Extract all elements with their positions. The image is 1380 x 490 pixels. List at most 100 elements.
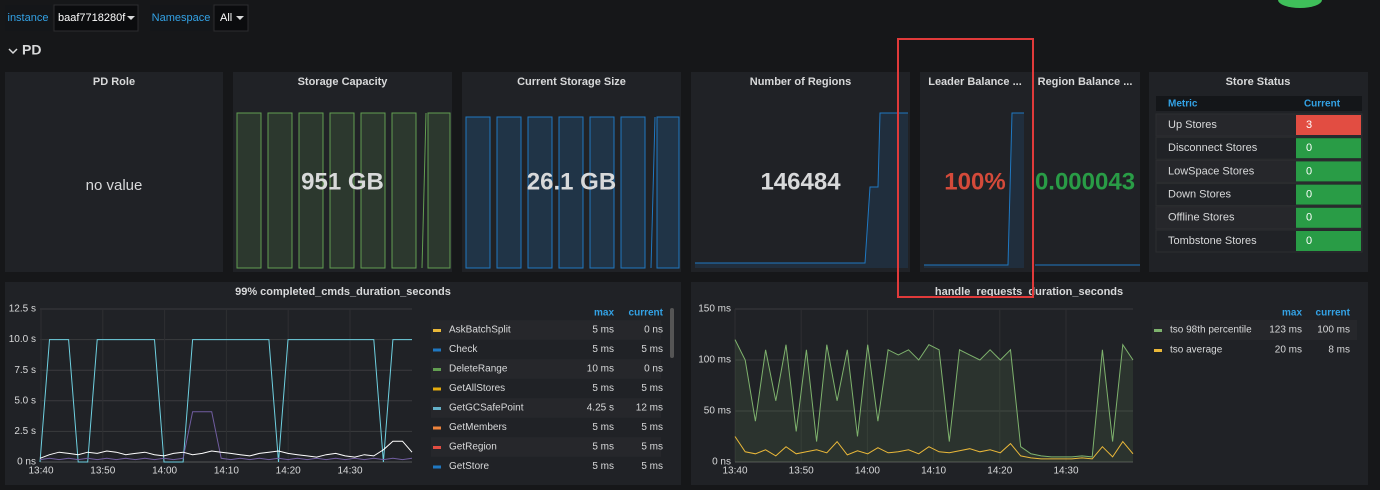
y-tick-label: 0 ns (712, 457, 731, 468)
sparkline-storage-capacity (236, 112, 451, 269)
metric-name: Tombstone Stores (1168, 235, 1257, 247)
panel-title: 99% completed_cmds_duration_seconds (235, 286, 451, 298)
metric-name: LowSpace Stores (1168, 165, 1255, 177)
legend-name: GetGCSafePoint (449, 403, 524, 414)
legend-max: 5 ms (592, 422, 614, 433)
legend-header: current (1316, 308, 1351, 319)
x-tick-label: 14:10 (921, 466, 946, 477)
metric-value: 0 (1306, 165, 1312, 177)
stat-value: 100% (944, 168, 1005, 195)
legend-max: 5 ms (592, 442, 614, 453)
avatar (1278, 0, 1322, 8)
metric-name: Down Stores (1168, 189, 1231, 201)
legend-max: 5 ms (592, 383, 614, 394)
legend-row (431, 320, 661, 340)
variable-select[interactable] (213, 4, 249, 32)
variable-value: baaf7718280f (58, 12, 126, 24)
variable-value: All (220, 12, 232, 24)
x-tick-label: 14:10 (214, 466, 239, 477)
sparkline-storage-size (465, 116, 680, 269)
sparkline (924, 112, 1024, 266)
column-header: Metric (1168, 99, 1198, 110)
y-tick-label: 100 ms (698, 355, 731, 366)
legend-current: 0 ns (644, 364, 663, 375)
legend-swatch (1154, 349, 1162, 352)
metric-name: Disconnect Stores (1168, 142, 1258, 154)
content: instance baaf7718280f Namespace All PD PD Rol… (8, 12, 1363, 477)
metric-value: 0 (1306, 189, 1312, 201)
legend-header: max (594, 308, 614, 319)
legend-current: 0 ns (644, 325, 663, 336)
legend-current: 5 ms (641, 422, 663, 433)
legend-current: 8 ms (1328, 345, 1350, 356)
legend-name: AskBatchSplit (449, 325, 511, 336)
legend-max: 5 ms (592, 344, 614, 355)
stat-value: 0.000043 (1035, 168, 1135, 195)
panel (1030, 72, 1140, 272)
variable-select[interactable] (53, 4, 139, 32)
stat-value: 26.1 GB (527, 168, 616, 195)
legend-header: current (629, 308, 664, 319)
status-cell (1296, 138, 1361, 159)
scrollbar[interactable] (670, 308, 674, 358)
panel-title: Store Status (1226, 76, 1291, 88)
table-header (1156, 96, 1362, 111)
legend-current: 5 ms (641, 383, 663, 394)
panel (691, 72, 910, 272)
x-tick-label: 13:40 (28, 466, 53, 477)
series-line (734, 339, 1134, 458)
panel-title: Current Storage Size (517, 76, 626, 88)
legend-row (431, 359, 661, 379)
legend-swatch (1154, 329, 1162, 332)
sparkline (695, 112, 908, 264)
metric-value: 3 (1306, 119, 1312, 131)
row-chevron[interactable] (8, 48, 18, 55)
status-cell (1296, 184, 1361, 205)
legend-name: DeleteRange (449, 364, 508, 375)
x-tick-label: 14:20 (276, 466, 301, 477)
stat-value: no value (86, 177, 143, 194)
legend-swatch (433, 426, 441, 430)
x-tick-label: 14:30 (1053, 466, 1078, 477)
legend-swatch (433, 329, 441, 332)
legend-name: GetRegion (449, 442, 497, 453)
caret (236, 16, 244, 20)
status-cell (1296, 161, 1361, 182)
series-area (735, 339, 1133, 462)
stat-value: 951 GB (301, 168, 384, 195)
legend-name: tso 98th percentile (1170, 325, 1252, 336)
x-tick-label: 14:00 (152, 466, 177, 477)
legend-name: GetStore (449, 461, 489, 472)
row-title: PD (22, 42, 41, 58)
column-header: Current (1304, 99, 1341, 110)
legend-max: 5 ms (592, 325, 614, 336)
x-tick-label: 13:50 (90, 466, 115, 477)
legend-current: 100 ms (1317, 325, 1350, 336)
legend-max: 10 ms (587, 364, 614, 375)
legend-swatch (433, 348, 441, 352)
legend-swatch (433, 446, 441, 449)
y-tick-label: 0 ns (17, 457, 36, 468)
variable-label-box (5, 5, 52, 31)
legend-swatch (433, 465, 441, 469)
legend-name: tso average (1170, 345, 1223, 356)
status-cell (1296, 115, 1361, 135)
x-tick-label: 14:20 (987, 466, 1012, 477)
legend-swatch (433, 407, 441, 410)
x-tick-label: 14:30 (337, 466, 362, 477)
highlight-box (897, 38, 1034, 298)
legend-current: 5 ms (641, 442, 663, 453)
legend-max: 20 ms (1275, 345, 1302, 356)
y-tick-label: 12.5 s (9, 304, 36, 315)
series-line (39, 440, 413, 459)
caret (127, 16, 135, 20)
panel-title: Region Balance ... (1038, 76, 1133, 88)
status-cell (1296, 231, 1361, 251)
sparkline-area (695, 113, 908, 268)
series-line (39, 339, 412, 463)
series-line (734, 436, 1134, 460)
sparkline-area (924, 113, 1024, 268)
metric-value: 0 (1306, 212, 1312, 224)
